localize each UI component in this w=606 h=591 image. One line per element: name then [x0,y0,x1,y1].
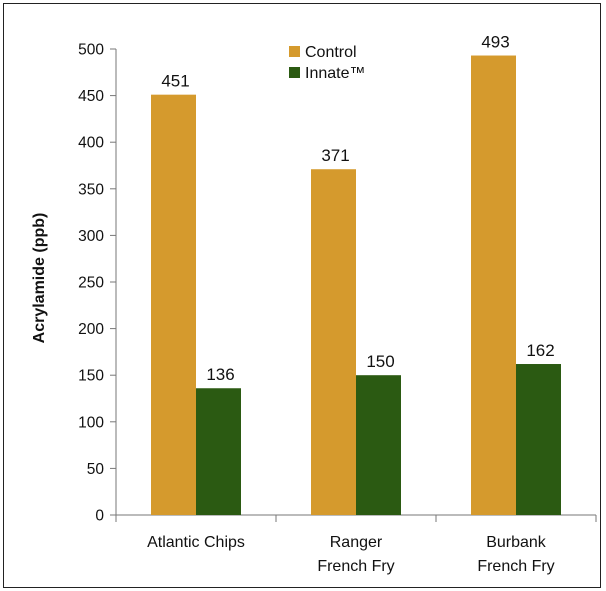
x-category-label: French Fry [317,558,394,575]
data-label: 136 [206,365,234,384]
legend-swatch [289,46,300,57]
data-label: 150 [366,352,394,371]
y-tick-label: 300 [78,228,104,245]
y-tick-label: 50 [87,461,105,478]
bar-control [311,169,356,515]
y-tick-label: 0 [95,508,104,525]
data-label: 371 [321,146,349,165]
x-category-label: Burbank [486,534,547,551]
y-tick-label: 400 [78,135,104,152]
y-tick-label: 200 [78,321,104,338]
data-label: 451 [161,72,189,91]
x-category-label: French Fry [477,558,554,575]
y-tick-label: 450 [78,88,104,105]
y-tick-label: 350 [78,181,104,198]
x-category-label: Atlantic Chips [147,534,245,551]
y-tick-label: 500 [78,42,104,59]
bar-control [471,55,516,516]
bar-control [151,94,196,515]
data-label: 162 [526,341,554,360]
y-tick-label: 100 [78,414,104,431]
bar-innate [196,388,241,515]
legend-label: Innate™ [305,65,365,82]
data-label: 493 [481,33,509,52]
y-tick-label: 150 [78,368,104,385]
bar-innate [516,364,561,515]
legend-swatch [289,67,300,78]
y-tick-label: 250 [78,275,104,292]
legend-label: Control [305,44,357,61]
x-category-label: Ranger [330,534,383,551]
y-axis-title: Acrylamide (ppb) [31,213,48,344]
bar-innate [356,375,401,515]
